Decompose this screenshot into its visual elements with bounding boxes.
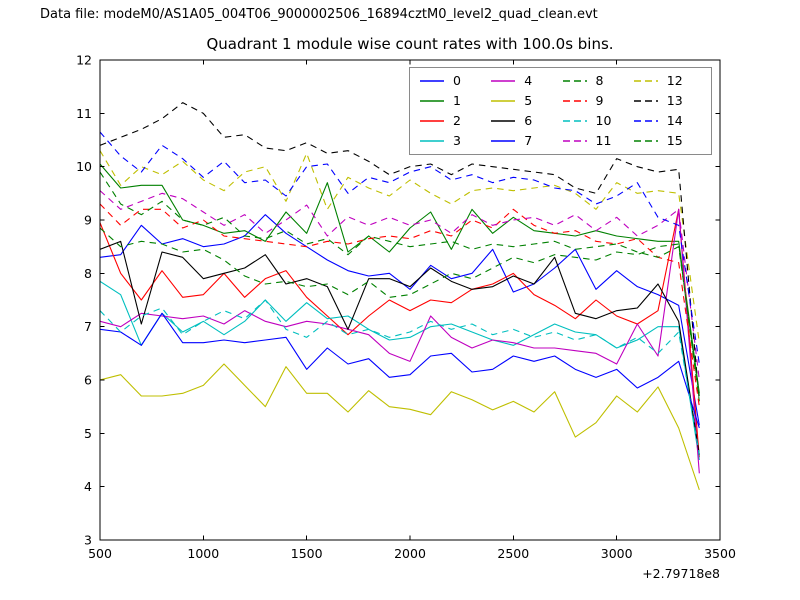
legend-label-9: 9 bbox=[595, 92, 604, 108]
legend-label-12: 12 bbox=[666, 72, 683, 88]
series-line-6 bbox=[100, 240, 700, 455]
x-tick-label: 2500 bbox=[497, 546, 529, 561]
legend-line-sample bbox=[420, 100, 444, 102]
legend-entry-7: 7 bbox=[491, 132, 562, 148]
legend-entry-6: 6 bbox=[491, 112, 562, 128]
legend-line-sample bbox=[420, 120, 444, 122]
legend-label-3: 3 bbox=[453, 132, 461, 148]
series-line-7 bbox=[100, 312, 700, 429]
legend-line-sample bbox=[491, 140, 516, 142]
legend-entry-12: 12 bbox=[633, 72, 705, 88]
x-tick-label: 1000 bbox=[187, 546, 219, 561]
legend-line-sample bbox=[562, 80, 587, 82]
data-file-label: Data file: modeM0/AS1A05_004T06_90000025… bbox=[40, 7, 598, 22]
legend-label-4: 4 bbox=[524, 72, 533, 88]
legend-line-sample bbox=[562, 140, 587, 142]
chart-title: Quadrant 1 module wise count rates with … bbox=[206, 35, 614, 53]
legend-line-sample bbox=[633, 140, 658, 142]
series-line-14 bbox=[100, 131, 700, 365]
legend-label-1: 1 bbox=[453, 92, 461, 108]
y-tick-label: 6 bbox=[84, 373, 92, 388]
legend-entry-15: 15 bbox=[633, 132, 705, 148]
series-line-10 bbox=[100, 299, 700, 455]
legend-label-8: 8 bbox=[595, 72, 604, 88]
x-tick-label: 3000 bbox=[601, 546, 633, 561]
series-line-15 bbox=[100, 171, 700, 397]
series-line-5 bbox=[100, 363, 700, 491]
legend-label-7: 7 bbox=[524, 132, 533, 148]
y-tick-label: 11 bbox=[76, 106, 92, 121]
legend-entry-13: 13 bbox=[633, 92, 705, 108]
y-tick-label: 12 bbox=[76, 53, 92, 68]
legend-label-14: 14 bbox=[666, 112, 683, 128]
legend-line-sample bbox=[491, 100, 516, 102]
legend-entry-3: 3 bbox=[420, 132, 491, 148]
legend-entry-5: 5 bbox=[491, 92, 562, 108]
legend-line-sample bbox=[562, 100, 587, 102]
legend-entry-8: 8 bbox=[562, 72, 634, 88]
legend-line-sample bbox=[633, 100, 658, 102]
series-group bbox=[100, 102, 700, 491]
legend-entry-0: 0 bbox=[420, 72, 491, 88]
legend-label-0: 0 bbox=[453, 72, 461, 88]
legend: 0 1 2 3 4 5 6 7 8 9 10 11 12 13 14 15 bbox=[409, 67, 712, 155]
y-tick-label: 4 bbox=[84, 479, 92, 494]
legend-entry-9: 9 bbox=[562, 92, 634, 108]
y-tick-label: 9 bbox=[84, 213, 92, 228]
series-line-2 bbox=[100, 208, 700, 458]
y-tick-label: 7 bbox=[84, 319, 92, 334]
legend-entry-11: 11 bbox=[562, 132, 634, 148]
y-tick-label: 8 bbox=[84, 266, 92, 281]
series-line-3 bbox=[100, 280, 700, 461]
x-tick-label: 500 bbox=[88, 546, 112, 561]
series-line-9 bbox=[100, 203, 700, 407]
legend-label-13: 13 bbox=[666, 92, 683, 108]
series-line-4 bbox=[100, 208, 700, 474]
series-line-13 bbox=[100, 102, 700, 402]
x-tick-label: 2000 bbox=[394, 546, 426, 561]
legend-label-11: 11 bbox=[595, 132, 612, 148]
legend-label-10: 10 bbox=[595, 112, 612, 128]
y-tick-label: 10 bbox=[76, 159, 92, 174]
y-tick-label: 5 bbox=[84, 426, 92, 441]
legend-line-sample bbox=[562, 120, 587, 122]
legend-entry-10: 10 bbox=[562, 112, 634, 128]
legend-label-5: 5 bbox=[524, 92, 533, 108]
series-line-8 bbox=[100, 227, 700, 402]
legend-label-6: 6 bbox=[524, 112, 533, 128]
legend-line-sample bbox=[633, 80, 658, 82]
legend-label-2: 2 bbox=[453, 112, 461, 128]
legend-line-sample bbox=[491, 80, 516, 82]
legend-entry-4: 4 bbox=[491, 72, 562, 88]
y-tick-label: 3 bbox=[84, 533, 92, 548]
x-tick-label: 1500 bbox=[291, 546, 323, 561]
x-tick-label: 3500 bbox=[704, 546, 736, 561]
legend-entry-14: 14 bbox=[633, 112, 705, 128]
legend-entry-1: 1 bbox=[420, 92, 491, 108]
series-line-11 bbox=[100, 190, 700, 381]
x-axis-offset-label: +2.79718e8 bbox=[642, 566, 720, 581]
series-line-0 bbox=[100, 214, 700, 426]
legend-line-sample bbox=[420, 140, 444, 142]
legend-line-sample bbox=[491, 120, 516, 122]
legend-label-15: 15 bbox=[666, 132, 683, 148]
legend-line-sample bbox=[633, 120, 658, 122]
legend-line-sample bbox=[420, 80, 444, 82]
legend-entry-2: 2 bbox=[420, 112, 491, 128]
series-line-12 bbox=[100, 150, 700, 343]
